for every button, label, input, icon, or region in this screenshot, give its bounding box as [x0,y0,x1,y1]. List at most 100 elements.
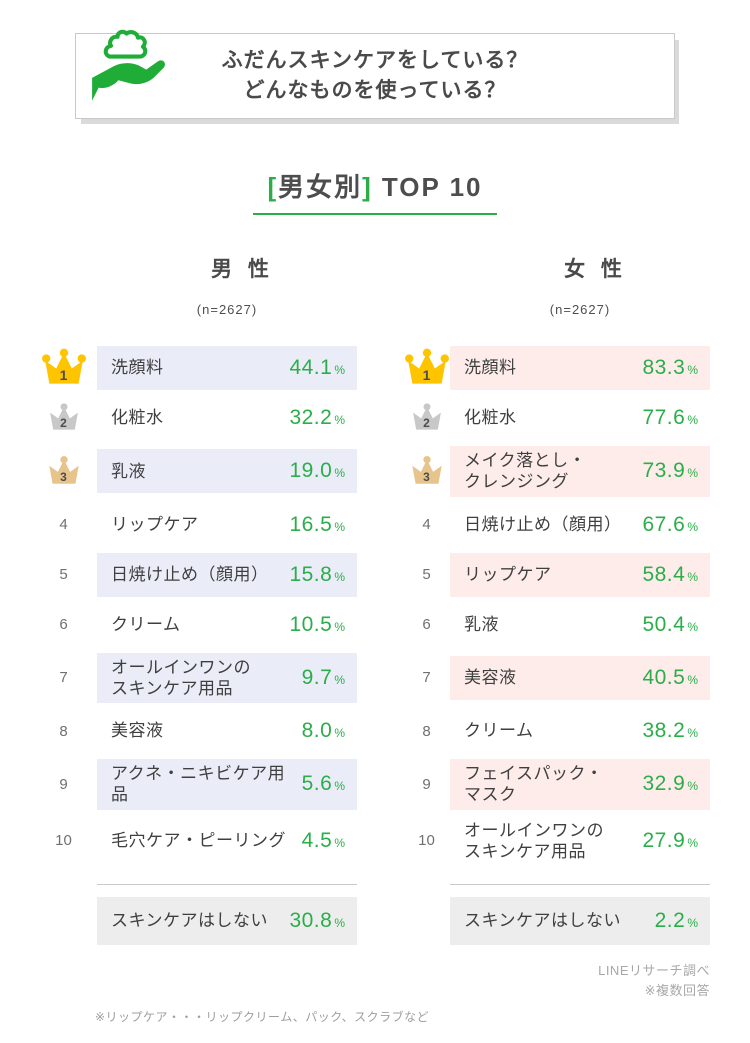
item-label: スキンケアはしない [464,911,621,931]
item-percent: 9.7% [301,665,345,689]
rank-number-women-10: 10 [418,832,435,850]
ranking-row-women-9: フェイスパック・ マスク 32.9% [450,759,710,810]
source-credit: LINEリサーチ調べ [598,963,710,978]
header-banner: ふだんスキンケアをしている？ どんなものを使っている？ [75,29,675,119]
rank-number: 2 [60,416,67,430]
ranking-row-men-6: クリーム 10.5% [97,603,357,647]
item-percent: 73.9% [642,459,698,483]
item-label: 毛穴ケア・ピーリング [111,831,286,851]
rank-number-men-5: 5 [59,566,68,583]
item-label: リップケア [464,564,552,584]
ranking-row-men-5: 日焼け止め（顔用） 15.8% [97,552,357,597]
item-label: フェイスパック・ マスク [464,764,604,805]
rank-badge-women-3: 3 [357,455,450,487]
rank-badge-men-1: 1 [30,348,97,388]
item-label: 洗顔料 [111,358,164,378]
rank-number-women-6: 6 [422,616,431,633]
rank-number-men-8: 8 [59,722,68,740]
women-sample-size: (n=2627) [549,302,611,317]
item-percent: 15.8% [289,562,345,586]
multiple-answer-note: ※複数回答 [644,983,710,999]
item-label: 乳液 [111,461,146,481]
item-label: クリーム [464,721,534,741]
item-label: オールインワンの スキンケア用品 [464,820,604,861]
silver-crown-icon: 2 [47,403,81,433]
hand-holding-cream-icon [88,27,170,109]
item-percent: 4.5% [301,828,345,852]
item-percent: 30.8% [289,909,345,932]
ranking-row-men-3: 乳液 19.0% [97,449,357,494]
rank-number-women-9: 9 [422,775,431,793]
bracket-close: ] [362,172,373,202]
ranking-row-women-4: 日焼け止め（顔用） 67.6% [450,503,710,547]
gold-crown-icon: 1 [404,348,450,388]
ranking-row-women-7: 美容液 40.5% [450,655,710,700]
item-percent: 32.2% [289,406,345,429]
header-title-line2: どんなものを使っている？ [243,79,507,102]
header-title-line1: ふだんスキンケアをしている？ [221,48,529,72]
item-label: 化粧水 [111,408,164,428]
item-label: アクネ・ニキビケア用品 [111,764,286,805]
ranking-row-women-3: メイク落とし・ クレンジング 73.9% [450,446,710,497]
item-percent: 83.3% [642,356,698,379]
item-percent: 50.4% [642,612,698,636]
men-divider [97,884,357,885]
bracket-open: [ [267,172,279,202]
bronze-crown-icon: 3 [409,455,445,487]
item-percent: 38.2% [642,719,698,742]
item-percent: 16.5% [289,512,345,536]
ranking-row-men-1: 洗顔料 44.1% [97,346,357,390]
item-label: 洗顔料 [464,358,517,378]
section-title-label: 男女別 [278,172,363,202]
ranking-row-women-10: オールインワンの スキンケア用品 27.9% [450,816,710,867]
men-label: 男 性 [211,258,274,281]
source-notes: LINEリサーチ調べ ※複数回答 [0,961,710,1001]
rank-number: 3 [423,469,430,484]
ranking-row-men-7: オールインワンの スキンケア用品 9.7% [97,652,357,703]
rank-number-women-4: 4 [422,516,431,533]
ranking-row-women-8: クリーム 38.2% [450,709,710,753]
rank-number-women-8: 8 [422,722,431,740]
no-skincare-row-women: スキンケアはしない 2.2% [450,897,710,945]
item-percent: 32.9% [642,772,698,796]
women-label: 女 性 [564,258,627,281]
gender-headers: 男 性 (n=2627) 女 性 (n=2627) [30,253,750,317]
item-label: オールインワンの スキンケア用品 [111,657,251,698]
item-percent: 58.4% [642,562,698,586]
ranking-lists: 1 洗顔料 44.1% 1 洗顔料 83.3% 2 化粧水 32.2% 2 化粧… [30,343,750,948]
rank-badge-women-1: 1 [357,348,450,388]
item-label: 化粧水 [464,408,517,428]
item-percent: 8.0% [301,719,345,742]
item-percent: 27.9% [642,828,698,852]
ranking-row-men-9: アクネ・ニキビケア用品 5.6% [97,759,357,810]
ranking-row-men-2: 化粧水 32.2% [97,396,357,440]
item-percent: 2.2% [654,909,698,932]
rank-number-men-10: 10 [55,832,72,850]
ranking-row-women-5: リップケア 58.4% [450,552,710,597]
item-label: リップケア [111,514,199,534]
rank-number-men-9: 9 [59,775,68,793]
skincare-survey-infographic: { "header": { "title_line1": "ふだんスキンケアをし… [0,29,750,1043]
section-title: [男女別] TOP 10 [253,167,497,215]
item-label: 美容液 [464,668,517,688]
item-percent: 44.1% [289,356,345,379]
item-label: 美容液 [111,721,164,741]
rank-number-women-7: 7 [422,669,431,687]
women-divider [450,884,710,885]
rank-badge-men-3: 3 [30,455,97,487]
item-label: 日焼け止め（顔用） [464,514,622,534]
rank-number: 1 [422,367,431,383]
item-percent: 67.6% [642,512,698,536]
item-percent: 5.6% [301,772,345,796]
item-label: スキンケアはしない [111,911,268,931]
ranking-row-women-2: 化粧水 77.6% [450,396,710,440]
men-sample-size: (n=2627) [196,302,258,317]
item-label: クリーム [111,614,181,634]
women-header: 女 性 (n=2627) [403,253,710,317]
item-label: メイク落とし・ クレンジング [464,451,587,492]
item-percent: 10.5% [289,612,345,636]
section-title-wrap: [男女別] TOP 10 [0,167,750,215]
rank-number: 2 [423,416,430,430]
item-percent: 19.0% [289,459,345,483]
item-percent: 77.6% [642,406,698,429]
